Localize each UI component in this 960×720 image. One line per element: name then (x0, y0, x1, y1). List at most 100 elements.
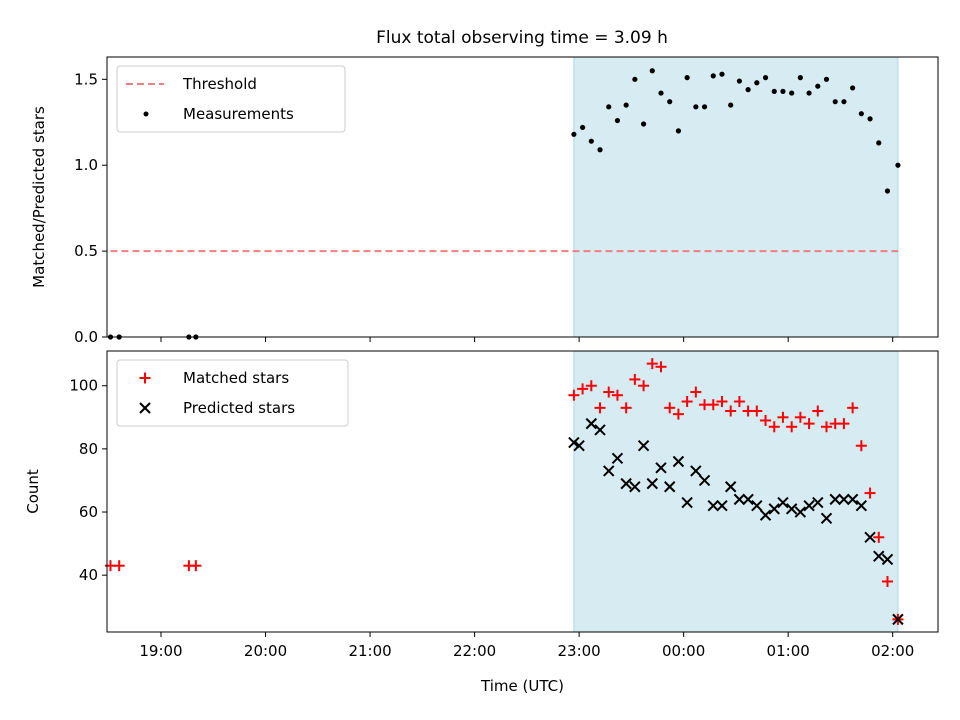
matched-star-point (707, 399, 719, 411)
ratio-y-axis-label: Matched/Predicted stars (30, 106, 48, 288)
predicted-star-point (620, 477, 632, 490)
measurements-legend-swatch (143, 111, 149, 117)
predicted-star-point (733, 493, 746, 506)
predicted-star-point (759, 509, 772, 521)
x-tick-label: 21:00 (348, 642, 391, 660)
predicted-star-point (568, 436, 580, 449)
predicted-star-point (573, 440, 585, 452)
predicted-star-point (829, 493, 841, 506)
matched-star-point (577, 383, 589, 395)
predicted-star-point (716, 500, 728, 512)
measurement-point (858, 111, 864, 117)
measurement-point (762, 75, 769, 81)
predicted-star-point (777, 496, 789, 509)
predicted-star-point (742, 493, 754, 506)
matched-star-point (629, 373, 641, 385)
predicted-star-point (681, 496, 693, 509)
matched-star-point (594, 402, 606, 414)
matched-legend-label: Matched stars (183, 369, 289, 387)
predicted-legend-swatch (139, 402, 151, 414)
matched-star-point (681, 396, 693, 408)
predicted-star-point (672, 455, 685, 468)
matched-star-point (855, 440, 867, 452)
x-tick-label: 23:00 (558, 642, 601, 660)
measurement-point (850, 85, 856, 91)
measurement-point (675, 128, 682, 134)
measurement-point (823, 76, 830, 82)
measurement-point (632, 76, 638, 82)
count-panel: 40 60 80 100 19:00 20:00 21:00 22:00 23:00 00:00… (24, 350, 939, 695)
matched-legend-swatch (139, 372, 151, 384)
matched-star-point (113, 560, 125, 572)
matched-star-point (803, 418, 815, 430)
y-tick-label: 40 (79, 566, 98, 584)
ratio-x-ticks (160, 337, 894, 342)
measurement-point (606, 104, 612, 110)
predicted-legend-label: Predicted stars (183, 399, 295, 417)
predicted-star-point (724, 481, 737, 493)
chart-title: Flux total observing time = 3.09 h (376, 28, 668, 48)
predicted-star-point (873, 550, 885, 562)
predicted-star-point (785, 503, 798, 515)
matched-star-point (725, 405, 737, 417)
y-tick-label: 0.0 (74, 328, 98, 346)
matched-star-point (190, 560, 202, 572)
measurement-point (789, 90, 795, 96)
count-plot-frame (106, 350, 939, 633)
predicted-star-point (812, 496, 824, 509)
matched-star-point (777, 411, 789, 423)
predicted-star-point (768, 503, 780, 515)
matched-star-point (812, 405, 824, 417)
measurement-point (815, 83, 821, 89)
measurement-point (884, 188, 891, 194)
matched-star-point (794, 411, 806, 423)
measurement-point (745, 87, 751, 93)
measurement-point (806, 90, 812, 96)
measurements-legend-label: Measurements (183, 105, 294, 123)
matched-star-point (864, 487, 876, 499)
measurement-point (797, 75, 803, 81)
count-x-ticks: 19:00 20:00 21:00 22:00 23:00 00:00 01:00 02:00 (139, 632, 914, 660)
matched-star-point (786, 421, 798, 433)
predicted-star-point (864, 531, 876, 543)
predicted-star-point (585, 417, 598, 430)
ratio-y-ticks: 0.0 0.5 1.0 1.5 (74, 70, 107, 346)
predicted-star-point (690, 465, 702, 477)
measurement-point (867, 116, 873, 122)
y-tick-label: 60 (79, 503, 98, 521)
measurement-point (571, 131, 577, 137)
matched-star-point (838, 418, 850, 430)
predicted-star-point (803, 500, 815, 512)
measurement-point (832, 99, 838, 105)
x-tick-label: 19:00 (139, 642, 182, 660)
matched-star-point (646, 358, 658, 370)
predicted-star-point (698, 474, 711, 487)
measurement-point (841, 99, 847, 105)
count-y-ticks: 40 60 80 100 (69, 377, 107, 584)
predicted-star-point (707, 500, 719, 512)
measurement-point (754, 80, 760, 86)
measurement-point (728, 102, 734, 108)
x-axis-label: Time (UTC) (480, 677, 564, 695)
measurement-point (876, 140, 882, 146)
measurement-point (710, 73, 716, 79)
predicted-star-point (855, 500, 868, 512)
count-legend: Matched stars Predicted stars (116, 359, 349, 427)
ratio-legend-box (116, 65, 346, 133)
count-marks (104, 358, 904, 626)
measurement-point (895, 162, 901, 168)
matched-star-point (821, 421, 833, 433)
measurement-point (649, 68, 655, 74)
predicted-star-point (751, 500, 763, 512)
matched-star-point (873, 531, 885, 543)
x-tick-label: 00:00 (662, 642, 705, 660)
measurement-point (623, 102, 629, 108)
ratio-plot-frame (106, 56, 939, 338)
predicted-star-point (611, 452, 624, 465)
y-tick-label: 80 (79, 440, 98, 458)
predicted-star-point (646, 477, 658, 490)
count-legend-box (116, 359, 349, 427)
predicted-star-point (846, 493, 859, 506)
measurement-point (701, 104, 708, 110)
